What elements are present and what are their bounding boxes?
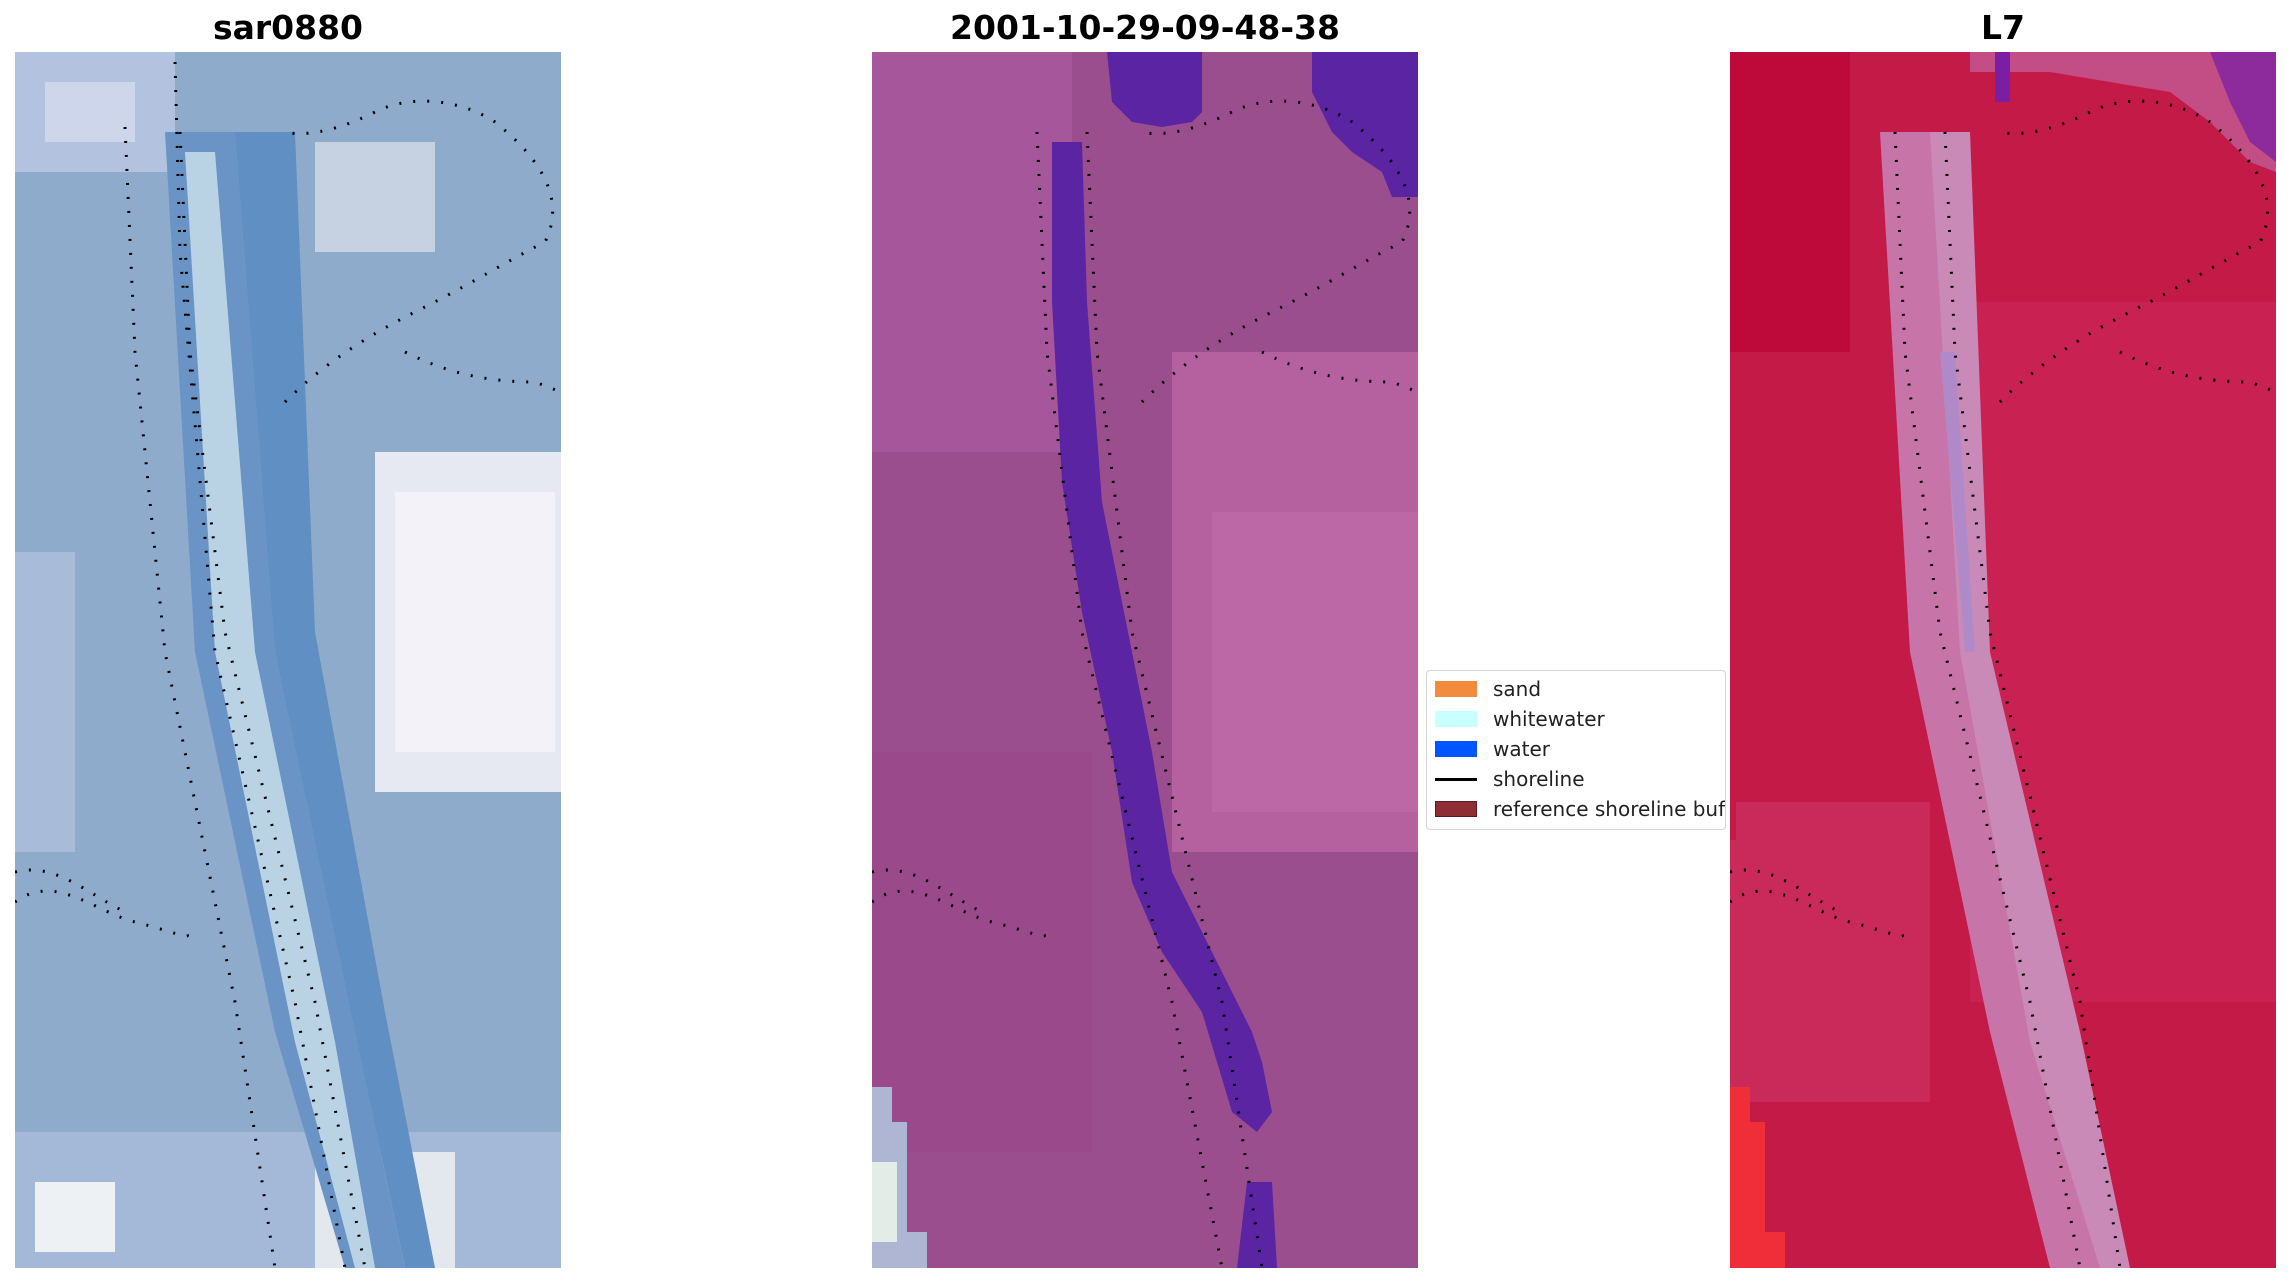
classified-image	[872, 52, 1418, 1268]
legend-label-water: water	[1493, 737, 1550, 761]
classified-image-panel	[872, 52, 1418, 1268]
legend-swatch-water	[1435, 741, 1477, 757]
legend-label-shoreline: shoreline	[1493, 767, 1585, 791]
legend-line-shoreline	[1435, 777, 1477, 781]
panel-title-classified: 2001-10-29-09-48-38	[950, 8, 1340, 47]
legend-item-buffer: reference shoreline buffer	[1435, 795, 1725, 823]
satellite-image	[15, 52, 561, 1268]
index-image	[1730, 52, 2276, 1268]
satellite-image-panel	[15, 52, 561, 1268]
legend-label-sand: sand	[1493, 677, 1542, 701]
panel-title-index: L7	[1981, 8, 2025, 47]
index-image-panel	[1730, 52, 2276, 1268]
legend-swatch-sand	[1435, 681, 1477, 697]
legend-item-sand: sand	[1435, 675, 1541, 703]
legend-label-buffer: reference shoreline buffer	[1493, 797, 1725, 821]
legend-item-shoreline: shoreline	[1435, 765, 1585, 793]
index-panel-edge	[1730, 660, 1736, 840]
panel-title-satellite: sar0880	[212, 8, 364, 47]
legend-item-water: water	[1435, 735, 1550, 763]
legend: sand whitewater water shoreline referenc…	[1426, 670, 1726, 830]
legend-swatch-buffer	[1435, 801, 1477, 817]
legend-label-whitewater: whitewater	[1493, 707, 1605, 731]
legend-swatch-whitewater	[1435, 711, 1477, 727]
legend-item-whitewater: whitewater	[1435, 705, 1605, 733]
